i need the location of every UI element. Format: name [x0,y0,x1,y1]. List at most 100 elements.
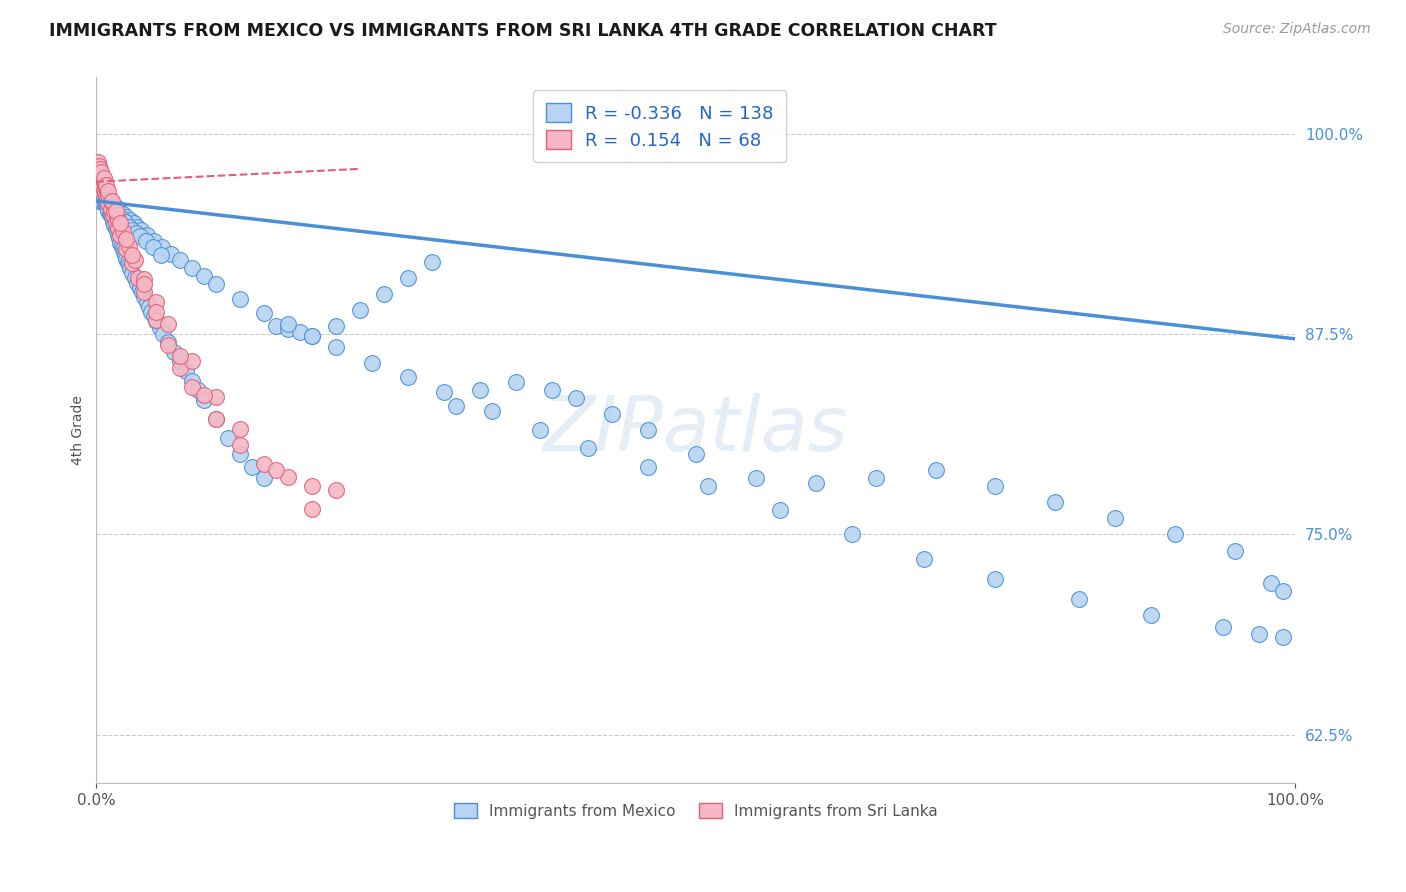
Point [107,227,129,242]
Point [229,422,252,436]
Point [101,215,124,229]
Point [804,476,827,491]
Point [115,232,138,246]
Point [912,551,935,566]
Point [93,171,115,186]
Point [107,213,129,227]
Point [110,216,132,230]
Point [104,200,127,214]
Point [114,215,136,229]
Point [117,255,139,269]
Point [277,469,299,483]
Text: Source: ZipAtlas.com: Source: ZipAtlas.com [1223,22,1371,37]
Point [89,186,111,200]
Point [105,224,128,238]
Point [325,340,347,354]
Point [94,181,117,195]
Point [145,304,167,318]
Point [87,169,110,184]
Point [149,320,172,334]
Point [1212,620,1234,634]
Point [229,447,252,461]
Point [101,202,124,216]
Point [93,186,115,200]
Point [97,194,120,208]
Point [107,221,129,235]
Point [101,197,124,211]
Legend: Immigrants from Mexico, Immigrants from Sri Lanka: Immigrants from Mexico, Immigrants from … [449,797,943,825]
Point [924,463,946,477]
Point [98,199,121,213]
Point [187,383,209,397]
Point [865,471,887,485]
Point [253,471,276,485]
Point [150,248,173,262]
Point [1140,607,1163,622]
Point [87,194,110,208]
Point [253,306,276,320]
Point [1045,495,1067,509]
Point [111,242,134,256]
Point [124,253,146,268]
Point [128,280,150,294]
Point [121,266,143,280]
Point [115,252,138,266]
Point [114,248,136,262]
Point [134,272,156,286]
Point [152,326,174,341]
Point [468,383,491,397]
Point [86,167,108,181]
Point [97,203,120,218]
Point [89,165,111,179]
Point [205,277,228,292]
Point [841,527,863,541]
Point [115,242,138,256]
Point [420,255,443,269]
Point [127,276,149,290]
Point [769,503,792,517]
Point [91,179,114,194]
Point [1069,591,1091,606]
Point [100,208,122,222]
Point [444,399,467,413]
Point [90,168,112,182]
Point [600,407,623,421]
Point [193,388,215,402]
Point [129,223,152,237]
Point [108,203,131,218]
Point [229,438,252,452]
Point [87,161,110,176]
Point [127,271,149,285]
Point [110,239,132,253]
Point [110,227,132,242]
Point [89,173,111,187]
Point [1164,527,1187,541]
Point [90,191,112,205]
Point [110,211,132,226]
Point [505,375,527,389]
Point [122,216,145,230]
Point [1272,630,1295,644]
Point [94,194,117,208]
Point [205,412,228,426]
Point [159,247,181,261]
Point [541,383,564,397]
Point [118,213,141,227]
Point [685,447,707,461]
Point [396,271,419,285]
Point [101,194,124,208]
Point [301,479,323,493]
Point [87,159,110,173]
Point [138,300,160,314]
Point [100,202,122,216]
Point [103,203,125,218]
Point [134,285,156,300]
Point [229,292,252,306]
Point [91,171,114,186]
Point [696,479,718,493]
Point [1104,511,1126,525]
Point [145,312,167,326]
Point [118,239,141,253]
Point [96,200,118,214]
Point [112,245,135,260]
